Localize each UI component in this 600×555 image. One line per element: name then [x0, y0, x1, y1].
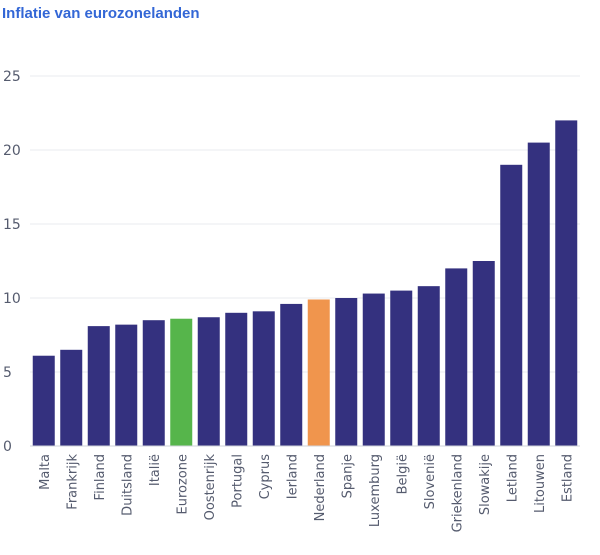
x-tick-label: België: [395, 454, 410, 494]
x-tick-label: Estland: [560, 454, 575, 502]
x-tick-label: Malta: [38, 454, 53, 490]
x-tick-label: Eurozone: [175, 454, 190, 514]
bar-finland[interactable]: [87, 326, 110, 446]
bars: [32, 120, 578, 447]
x-tick-label: Oostenrijk: [203, 454, 218, 521]
bar-slovenië[interactable]: [417, 286, 440, 446]
bar-griekenland[interactable]: [445, 268, 468, 446]
x-tick-label: Finland: [93, 454, 108, 500]
bar-duitsland[interactable]: [115, 324, 138, 446]
bar-italië[interactable]: [142, 320, 165, 446]
x-tick-label: Frankrijk: [65, 454, 80, 510]
x-tick-label: Litouwen: [533, 454, 548, 513]
x-tick-label: Nederland: [313, 454, 328, 521]
y-tick-label: 15: [3, 217, 21, 233]
x-tick-label: Ierland: [285, 454, 300, 499]
bar-belgië[interactable]: [390, 290, 413, 446]
x-tick-label: Slovenië: [423, 454, 438, 509]
y-tick-label: 20: [3, 143, 21, 159]
y-tick-label: 5: [3, 365, 12, 381]
x-tick-label: Griekenland: [450, 454, 465, 532]
bar-ierland[interactable]: [280, 303, 303, 446]
bar-luxemburg[interactable]: [362, 293, 385, 446]
x-tick-label: Italië: [148, 454, 163, 486]
x-tick-label: Spanje: [340, 454, 355, 498]
y-tick-label: 10: [3, 291, 21, 307]
bar-slowakije[interactable]: [472, 261, 495, 446]
x-tick-label: Cyprus: [258, 454, 273, 500]
x-tick-label: Portugal: [230, 454, 245, 508]
x-tick-label: Slowakije: [478, 454, 493, 515]
bar-oostenrijk[interactable]: [197, 317, 220, 446]
gridlines: [30, 75, 580, 373]
bar-nederland[interactable]: [307, 299, 330, 446]
bar-letland[interactable]: [500, 164, 523, 447]
x-tick-label: Luxemburg: [368, 454, 383, 527]
x-axis-labels: Malta Frankrijk Finland Duitsland Italië Euro…: [38, 454, 576, 533]
y-tick-label: 25: [3, 69, 21, 85]
bar-estland[interactable]: [555, 120, 578, 447]
y-axis-ticks: 0 5 10 15 20 25: [3, 69, 21, 455]
bar-spanje[interactable]: [335, 298, 358, 446]
bar-litouwen[interactable]: [527, 142, 550, 446]
x-tick-label: Duitsland: [120, 454, 135, 516]
chart-title: Inflatie van eurozonelanden: [2, 5, 200, 22]
x-tick-label: Letland: [505, 454, 520, 502]
bar-cyprus[interactable]: [252, 311, 275, 446]
y-tick-label: 0: [3, 439, 12, 455]
bar-eurozone[interactable]: [170, 318, 193, 446]
bar-malta[interactable]: [32, 355, 55, 446]
bar-frankrijk[interactable]: [60, 349, 83, 446]
bar-portugal[interactable]: [225, 312, 248, 446]
